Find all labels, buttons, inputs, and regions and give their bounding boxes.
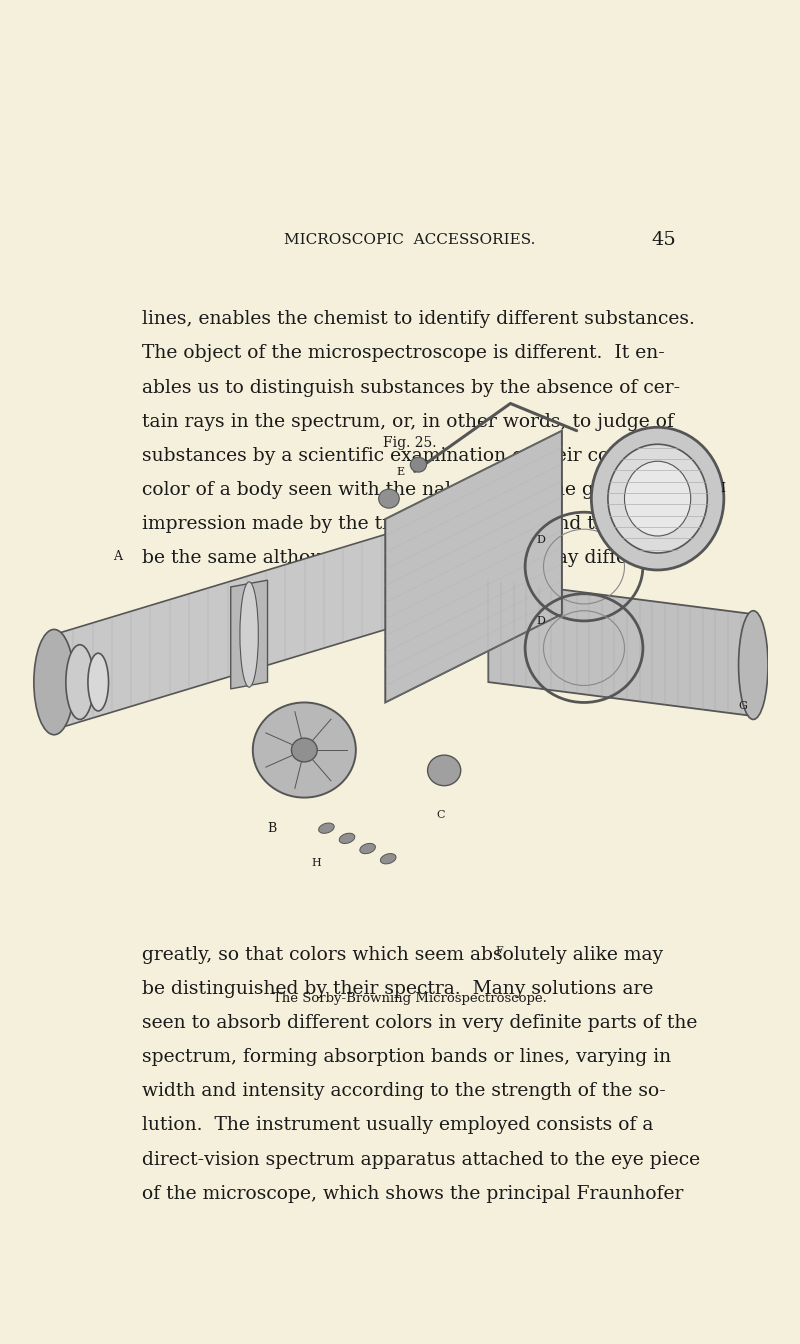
Ellipse shape: [378, 489, 399, 508]
Text: E: E: [396, 466, 405, 477]
Ellipse shape: [34, 629, 74, 735]
Text: spectrum, forming absorption bands or lines, varying in: spectrum, forming absorption bands or li…: [142, 1048, 671, 1066]
Text: The Sorby-Browning Microspectroscope.: The Sorby-Browning Microspectroscope.: [273, 992, 547, 1005]
Text: 45: 45: [652, 231, 677, 249]
Ellipse shape: [88, 653, 109, 711]
Ellipse shape: [291, 738, 318, 762]
Text: D: D: [536, 617, 545, 626]
Text: MICROSCOPIC  ACCESSORIES.: MICROSCOPIC ACCESSORIES.: [284, 233, 536, 247]
Text: I: I: [720, 482, 725, 495]
Text: direct-vision spectrum apparatus attached to the eye piece: direct-vision spectrum apparatus attache…: [142, 1150, 700, 1169]
Text: substances by a scientific examination of their color.   The: substances by a scientific examination o…: [142, 448, 693, 465]
Text: ables us to distinguish substances by the absence of cer-: ables us to distinguish substances by th…: [142, 379, 680, 396]
Ellipse shape: [318, 823, 334, 833]
Ellipse shape: [339, 833, 355, 844]
Text: lines, enables the chemist to identify different substances.: lines, enables the chemist to identify d…: [142, 310, 695, 328]
Ellipse shape: [591, 427, 724, 570]
Text: Fig. 25.: Fig. 25.: [383, 435, 437, 449]
Text: The object of the microspectroscope is different.  It en-: The object of the microspectroscope is d…: [142, 344, 665, 363]
Text: H: H: [312, 857, 322, 867]
Text: width and intensity according to the strength of the so-: width and intensity according to the str…: [142, 1082, 666, 1101]
Ellipse shape: [253, 703, 356, 797]
Text: C: C: [437, 810, 446, 820]
Polygon shape: [488, 581, 754, 716]
Text: be distinguished by their spectra.  Many solutions are: be distinguished by their spectra. Many …: [142, 980, 654, 997]
Ellipse shape: [381, 853, 396, 864]
Ellipse shape: [738, 610, 768, 719]
Text: seen to absorb different colors in very definite parts of the: seen to absorb different colors in very …: [142, 1013, 698, 1032]
Polygon shape: [230, 581, 267, 689]
Text: be the same although the compound rays may differ: be the same although the compound rays m…: [142, 550, 636, 567]
Text: color of a body seen with the naked eye is the general: color of a body seen with the naked eye …: [142, 481, 654, 499]
Text: B: B: [267, 821, 277, 835]
Text: G: G: [738, 702, 747, 711]
Text: D: D: [536, 535, 545, 544]
Text: F: F: [496, 946, 503, 956]
Ellipse shape: [608, 445, 707, 552]
Text: greatly, so that colors which seem absolutely alike may: greatly, so that colors which seem absol…: [142, 946, 663, 964]
Ellipse shape: [360, 844, 375, 853]
Text: A: A: [113, 550, 122, 563]
Ellipse shape: [240, 582, 258, 687]
Ellipse shape: [410, 457, 426, 472]
Ellipse shape: [427, 755, 461, 786]
Polygon shape: [386, 430, 562, 703]
Text: tain rays in the spectrum, or, in other words, to judge of: tain rays in the spectrum, or, in other …: [142, 413, 674, 431]
Ellipse shape: [625, 461, 690, 536]
Polygon shape: [54, 512, 459, 730]
Text: lution.  The instrument usually employed consists of a: lution. The instrument usually employed …: [142, 1117, 654, 1134]
Ellipse shape: [66, 645, 94, 719]
Text: of the microscope, which shows the principal Fraunhofer: of the microscope, which shows the princ…: [142, 1185, 683, 1203]
Text: impression made by the transmitted light, and this may: impression made by the transmitted light…: [142, 515, 668, 534]
